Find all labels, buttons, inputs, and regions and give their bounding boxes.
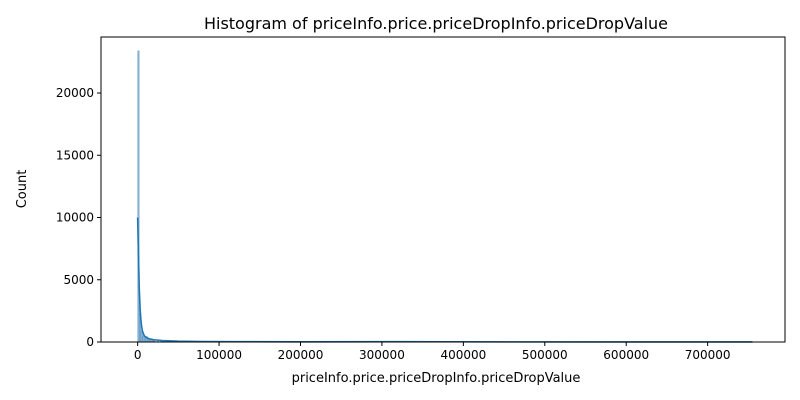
x-tick-label: 700000 bbox=[685, 348, 731, 362]
histogram-bar bbox=[143, 337, 146, 343]
histogram-bar bbox=[142, 335, 145, 343]
y-tick-label: 0 bbox=[86, 335, 94, 349]
x-tick-label: 600000 bbox=[603, 348, 649, 362]
x-axis-label: priceInfo.price.priceDropInfo.priceDropV… bbox=[292, 371, 581, 386]
y-axis-label: Count bbox=[15, 170, 30, 209]
y-tick-label: 10000 bbox=[56, 211, 94, 225]
chart-title: Histogram of priceInfo.price.priceDropIn… bbox=[204, 14, 668, 33]
y-tick-label: 20000 bbox=[56, 86, 94, 100]
x-tick-label: 200000 bbox=[278, 348, 324, 362]
x-tick-label: 0 bbox=[134, 348, 142, 362]
x-tick-label: 500000 bbox=[522, 348, 568, 362]
plot-area bbox=[136, 50, 753, 343]
plot-frame bbox=[100, 36, 786, 343]
x-tick-label: 300000 bbox=[359, 348, 405, 362]
y-tick-label: 15000 bbox=[56, 148, 94, 162]
y-axis-ticks: 0 5000 10000 15000 20000 bbox=[56, 86, 101, 349]
y-tick-label: 5000 bbox=[63, 273, 94, 287]
x-tick-label: 400000 bbox=[440, 348, 486, 362]
kde-line bbox=[136, 217, 753, 343]
x-axis-ticks: 0 100000 200000 300000 400000 500000 600000 700… bbox=[134, 342, 731, 362]
x-tick-label: 100000 bbox=[196, 348, 242, 362]
